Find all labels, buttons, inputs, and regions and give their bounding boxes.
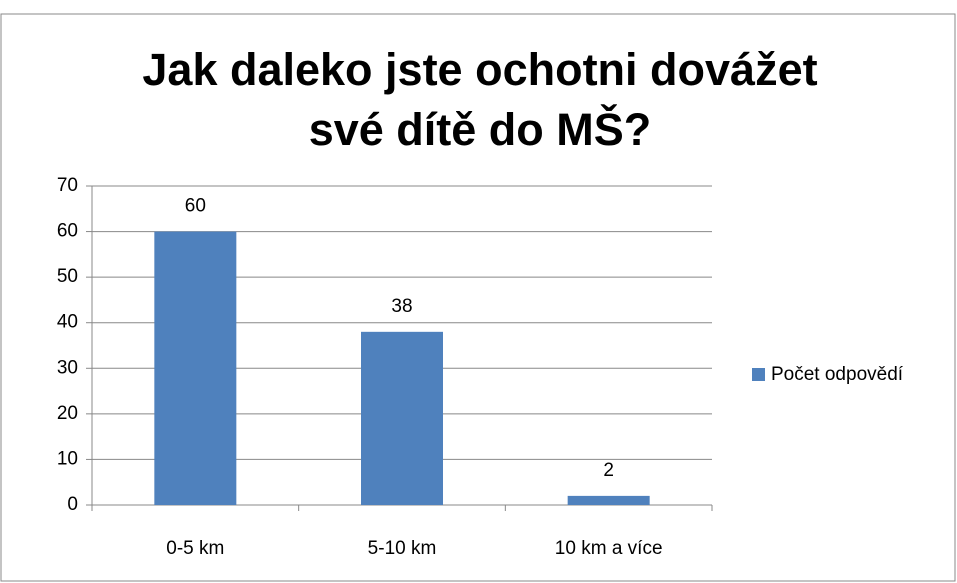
y-tick-label: 0 bbox=[67, 494, 78, 515]
y-tick-label: 60 bbox=[57, 221, 78, 242]
chart-title: Jak daleko jste ochotni dovážet své dítě… bbox=[142, 44, 818, 155]
legend-swatch bbox=[752, 368, 765, 381]
legend-label: Počet odpovědí bbox=[771, 364, 904, 385]
y-tick-label: 30 bbox=[57, 357, 78, 378]
x-tick-label: 10 km a více bbox=[555, 538, 663, 559]
y-tick-label: 40 bbox=[57, 312, 78, 333]
x-tick-label: 5-10 km bbox=[368, 538, 437, 559]
data-label: 38 bbox=[391, 296, 412, 317]
y-tick-label: 50 bbox=[57, 266, 78, 287]
y-tick-label: 10 bbox=[57, 448, 78, 469]
bar bbox=[154, 231, 237, 506]
bar bbox=[361, 331, 443, 505]
bar bbox=[567, 495, 650, 505]
data-label: 2 bbox=[603, 460, 614, 481]
chart-border bbox=[0, 13, 956, 582]
y-tick-label: 20 bbox=[57, 403, 78, 424]
y-tick-label: 70 bbox=[57, 175, 78, 196]
data-label: 60 bbox=[185, 196, 206, 217]
x-tick-label: 0-5 km bbox=[166, 538, 224, 559]
